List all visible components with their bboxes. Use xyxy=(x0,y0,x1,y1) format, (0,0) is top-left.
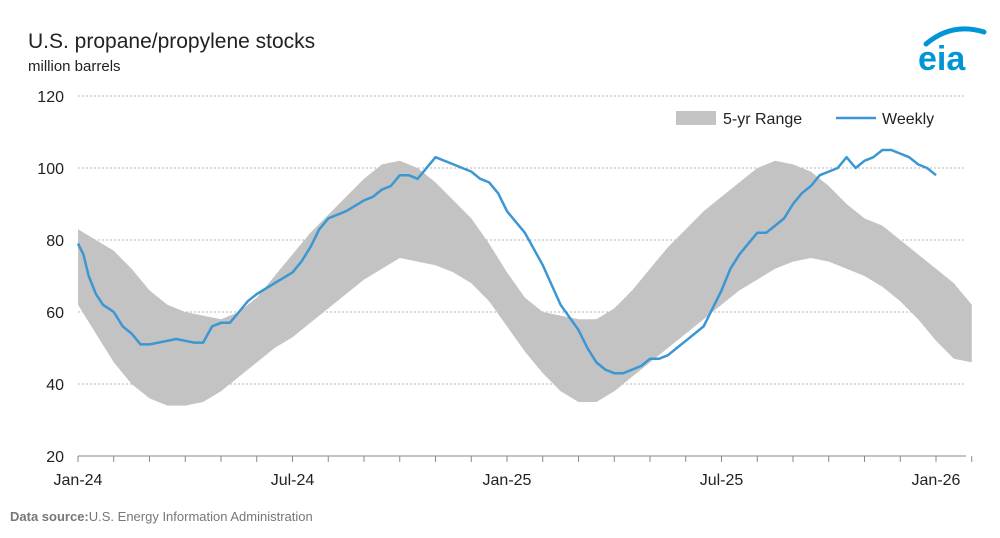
five-year-range-band xyxy=(78,160,972,406)
y-tick-label-120: 120 xyxy=(37,89,64,106)
eia-logo-text: eia xyxy=(918,40,966,74)
y-tick-label-40: 40 xyxy=(46,377,64,394)
data-source: Data source:U.S. Energy Information Admi… xyxy=(10,509,313,524)
eia-logo: eia xyxy=(918,26,987,74)
data-source-text: U.S. Energy Information Administration xyxy=(88,509,313,524)
x-tick-label-jan-24: Jan-24 xyxy=(54,472,103,489)
chart-plot: 20 40 60 80 100 120 Jan-24 Jul-24 Jan-25 Jul-25 Ja… xyxy=(37,89,973,489)
y-tick-label-20: 20 xyxy=(46,449,64,466)
y-tick-label-80: 80 xyxy=(46,233,64,250)
x-tick-label-jan-26: Jan-26 xyxy=(912,472,961,489)
data-source-label: Data source: xyxy=(10,509,89,524)
y-axis-units: million barrels xyxy=(28,58,121,75)
legend: 5-yr Range Weekly xyxy=(676,111,934,128)
x-tick-label-jan-25: Jan-25 xyxy=(483,472,532,489)
weekly-series-line xyxy=(76,148,937,375)
chart-title: U.S. propane/propylene stocks xyxy=(28,30,316,53)
x-tick-label-jul-24: Jul-24 xyxy=(271,472,315,489)
legend-label-weekly: Weekly xyxy=(882,111,934,128)
eia-logo-swoosh xyxy=(923,26,987,47)
legend-label-range: 5-yr Range xyxy=(723,111,802,128)
legend-swatch-range xyxy=(676,111,716,125)
axis-layer: 20 40 60 80 100 120 Jan-24 Jul-24 Jan-25 Jul-25 Ja… xyxy=(37,89,973,489)
y-tick-label-100: 100 xyxy=(37,161,64,178)
range-band-layer xyxy=(78,160,972,406)
y-tick-label-60: 60 xyxy=(46,305,64,322)
weekly-line-layer xyxy=(76,148,937,375)
x-tick-label-jul-25: Jul-25 xyxy=(700,472,744,489)
